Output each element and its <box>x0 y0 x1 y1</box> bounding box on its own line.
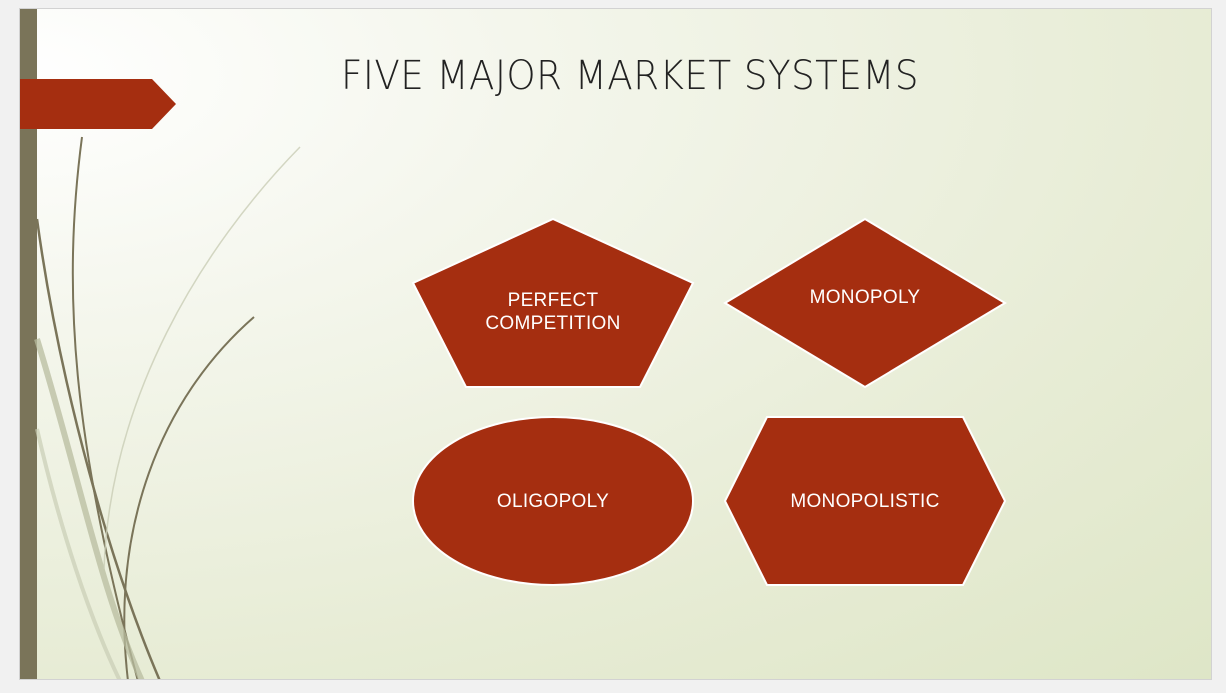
monopolistic-label: MONOPOLISTIC <box>723 415 1007 587</box>
perfect-label-line2: COMPETITION <box>485 313 621 334</box>
perfect-competition-pentagon[interactable]: PERFECT COMPETITION <box>411 217 695 389</box>
ellipse-shape <box>412 416 694 586</box>
grass-swoosh-decoration <box>34 136 301 679</box>
hexagon-shape <box>723 416 1007 586</box>
perfect-competition-label: PERFECT COMPETITION <box>411 217 695 389</box>
pentagon-shape <box>411 217 695 388</box>
diamond-shape <box>723 217 1007 389</box>
monopolistic-hexagon[interactable]: MONOPOLISTIC <box>723 415 1007 587</box>
flag-arrow-decoration <box>20 79 176 129</box>
slide-canvas: FIVE MAJOR MARKET SYSTEMS PERFECT COMPET… <box>19 8 1212 680</box>
perfect-label-line1: PERFECT <box>507 290 599 311</box>
oligopoly-ellipse[interactable]: OLIGOPOLY <box>411 415 695 587</box>
oligopoly-label-text: OLIGOPOLY <box>496 490 610 512</box>
accent-bar <box>20 9 37 679</box>
monopoly-diamond[interactable]: MONOPOLY <box>723 217 1007 389</box>
monopoly-label: MONOPOLY <box>723 217 1007 389</box>
oligopoly-label: OLIGOPOLY <box>411 415 695 587</box>
slide-title: FIVE MAJOR MARKET SYSTEMS <box>341 53 919 99</box>
monopolistic-label-text: MONOPOLISTIC <box>790 490 940 512</box>
monopoly-label-text: MONOPOLY <box>809 286 921 308</box>
